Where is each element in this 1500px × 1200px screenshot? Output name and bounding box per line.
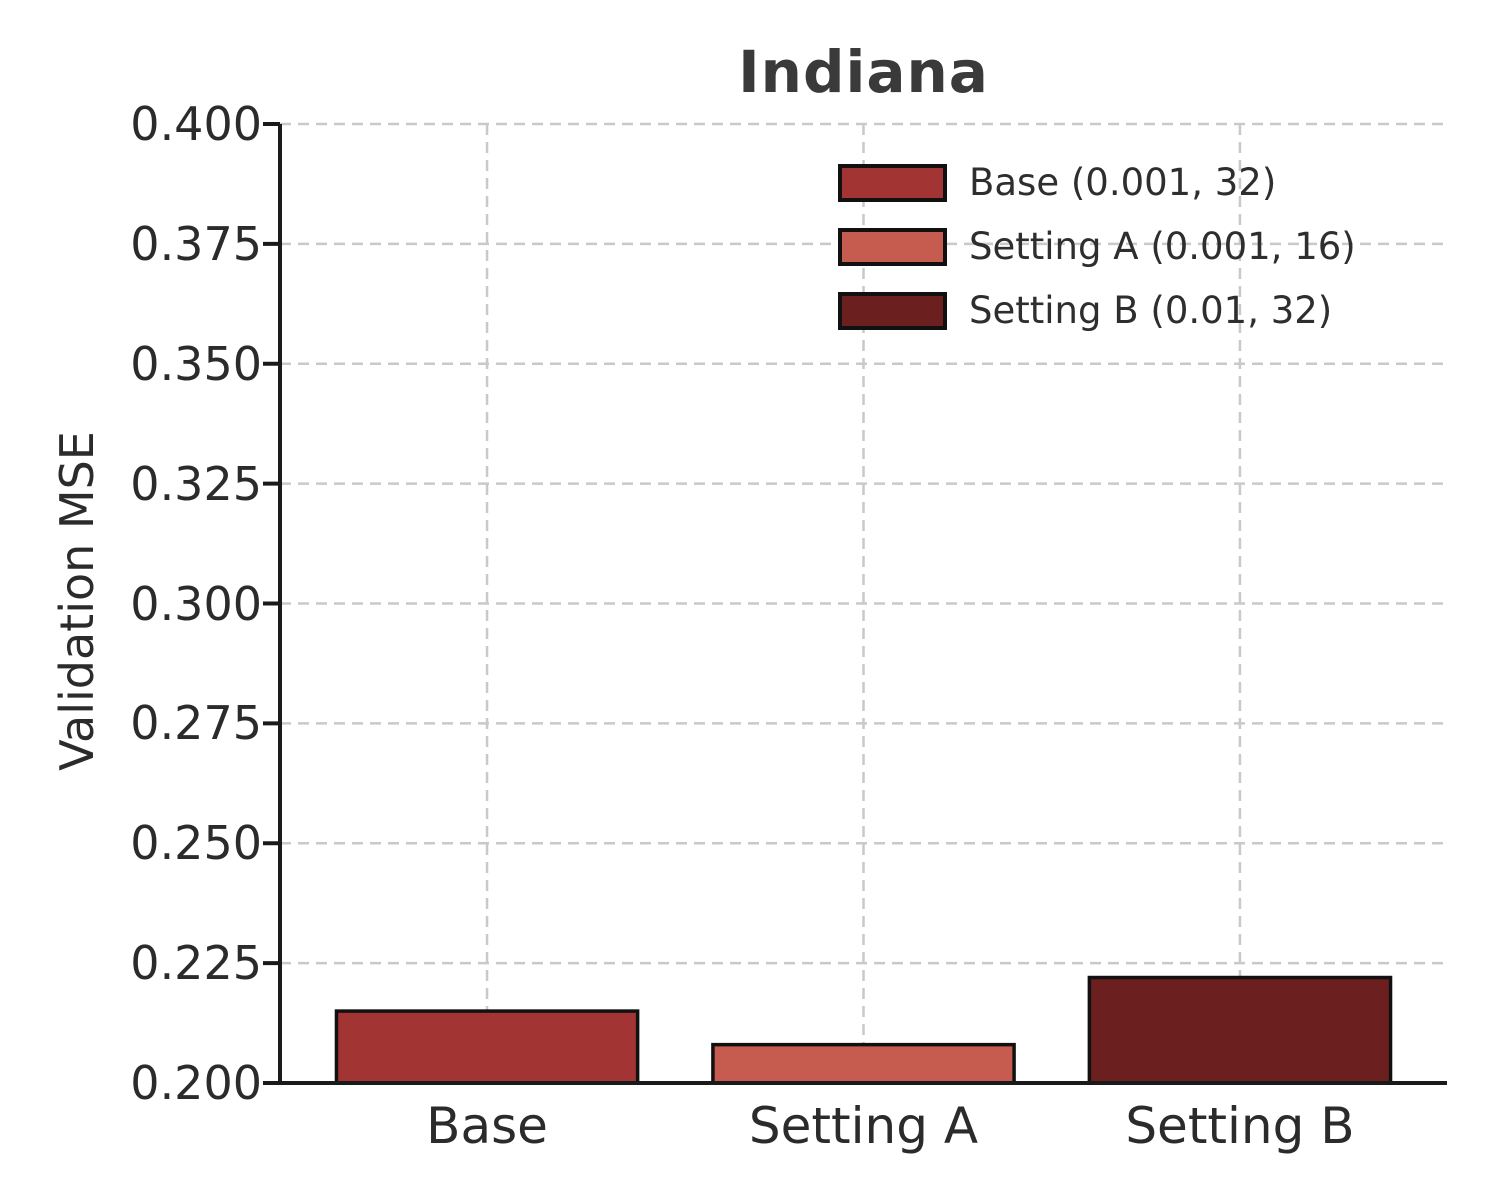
y-tick-label: 0.375	[130, 216, 262, 271]
legend-swatch	[838, 163, 947, 202]
bar-setting-b	[1087, 975, 1393, 1085]
y-tick-label: 0.250	[130, 816, 262, 871]
legend-entry: Setting A (0.001, 16)	[838, 224, 1356, 269]
y-tick-label: 0.275	[130, 696, 262, 751]
bar-setting-a	[711, 1042, 1016, 1085]
y-tick-label: 0.300	[130, 576, 262, 631]
y-tick-label: 0.400	[130, 97, 262, 151]
x-tick-label-setting-b: Setting B	[1125, 1097, 1355, 1155]
y-tick-label: 0.225	[130, 936, 262, 991]
y-tick-label: 0.350	[130, 336, 262, 391]
legend-label: Setting B (0.01, 32)	[969, 289, 1333, 332]
legend-entry: Setting B (0.01, 32)	[838, 288, 1356, 333]
chart-title: Indiana	[738, 38, 989, 106]
y-tick-label: 0.200	[130, 1056, 262, 1110]
legend: Base (0.001, 32) Setting A (0.001, 16) Set…	[838, 160, 1356, 333]
x-tick-label-base: Base	[426, 1097, 548, 1155]
x-tick-label-setting-a: Setting A	[748, 1097, 979, 1155]
y-axis-label: Validation MSE	[50, 431, 104, 771]
legend-entry: Base (0.001, 32)	[838, 160, 1356, 205]
legend-swatch	[838, 227, 947, 266]
legend-swatch	[838, 291, 947, 330]
bar-base	[334, 1009, 640, 1085]
legend-label: Base (0.001, 32)	[969, 161, 1277, 204]
y-tick-label: 0.325	[130, 456, 262, 511]
legend-label: Setting A (0.001, 16)	[969, 225, 1356, 268]
